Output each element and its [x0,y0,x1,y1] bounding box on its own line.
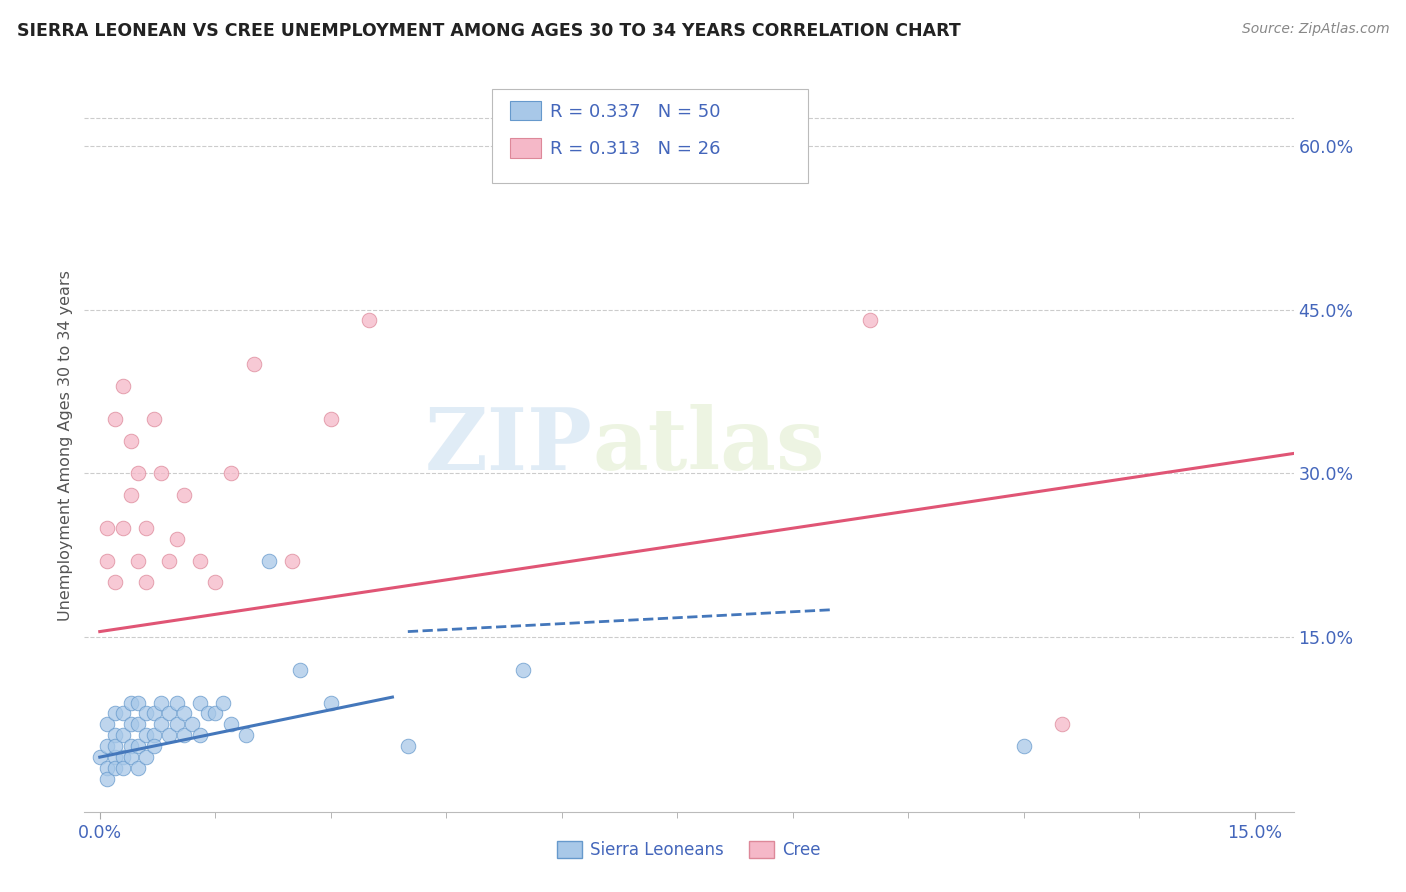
Point [319,411,342,425]
Point [257,554,280,568]
Point [96,521,118,535]
Point [104,728,127,742]
Text: Source: ZipAtlas.com: Source: ZipAtlas.com [1241,22,1389,37]
Point [157,554,180,568]
Point [188,554,211,568]
Point [150,696,173,710]
Point [166,696,188,710]
Point [142,411,165,425]
Point [127,554,149,568]
Point [96,772,118,786]
Point [1012,739,1035,754]
Point [150,717,173,731]
Text: atlas: atlas [592,404,825,488]
Point [127,761,149,775]
Point [135,750,157,764]
Point [243,357,266,371]
Point [111,761,134,775]
Point [120,696,142,710]
Point [127,696,149,710]
Point [235,728,257,742]
Point [127,739,149,754]
Point [127,467,149,481]
Point [204,706,226,721]
Point [157,728,180,742]
Point [111,521,134,535]
Point [396,739,419,754]
Point [219,717,242,731]
Point [157,706,180,721]
Point [173,488,195,502]
Text: SIERRA LEONEAN VS CREE UNEMPLOYMENT AMONG AGES 30 TO 34 YEARS CORRELATION CHART: SIERRA LEONEAN VS CREE UNEMPLOYMENT AMON… [17,22,960,40]
Point [142,728,165,742]
Point [204,575,226,590]
Point [197,706,219,721]
Point [111,379,134,393]
Point [173,728,195,742]
Point [120,750,142,764]
Point [142,739,165,754]
Point [120,717,142,731]
Point [89,750,111,764]
Point [859,313,882,327]
Point [96,554,118,568]
Point [120,488,142,502]
Point [181,717,204,731]
Point [188,728,211,742]
Point [104,739,127,754]
Point [120,434,142,448]
Point [135,521,157,535]
Point [219,467,242,481]
Y-axis label: Unemployment Among Ages 30 to 34 years: Unemployment Among Ages 30 to 34 years [58,270,73,622]
Point [127,717,149,731]
Point [96,739,118,754]
Point [104,761,127,775]
Point [319,696,342,710]
Point [111,728,134,742]
Text: R = 0.337   N = 50: R = 0.337 N = 50 [550,103,720,120]
Point [166,717,188,731]
Point [1052,717,1074,731]
Point [212,696,235,710]
Point [120,739,142,754]
Point [359,313,381,327]
Point [142,706,165,721]
Point [173,706,195,721]
Point [188,696,211,710]
Point [135,728,157,742]
Point [135,706,157,721]
Point [96,717,118,731]
Point [135,575,157,590]
Point [166,532,188,546]
Point [150,467,173,481]
Text: R = 0.313   N = 26: R = 0.313 N = 26 [550,140,720,158]
Point [96,761,118,775]
Point [512,663,534,677]
Point [104,706,127,721]
Legend: Sierra Leoneans, Cree: Sierra Leoneans, Cree [550,834,828,865]
Point [104,411,127,425]
Point [111,706,134,721]
Point [104,575,127,590]
Text: ZIP: ZIP [425,404,592,488]
Point [281,554,304,568]
Point [104,750,127,764]
Point [111,750,134,764]
Point [288,663,311,677]
